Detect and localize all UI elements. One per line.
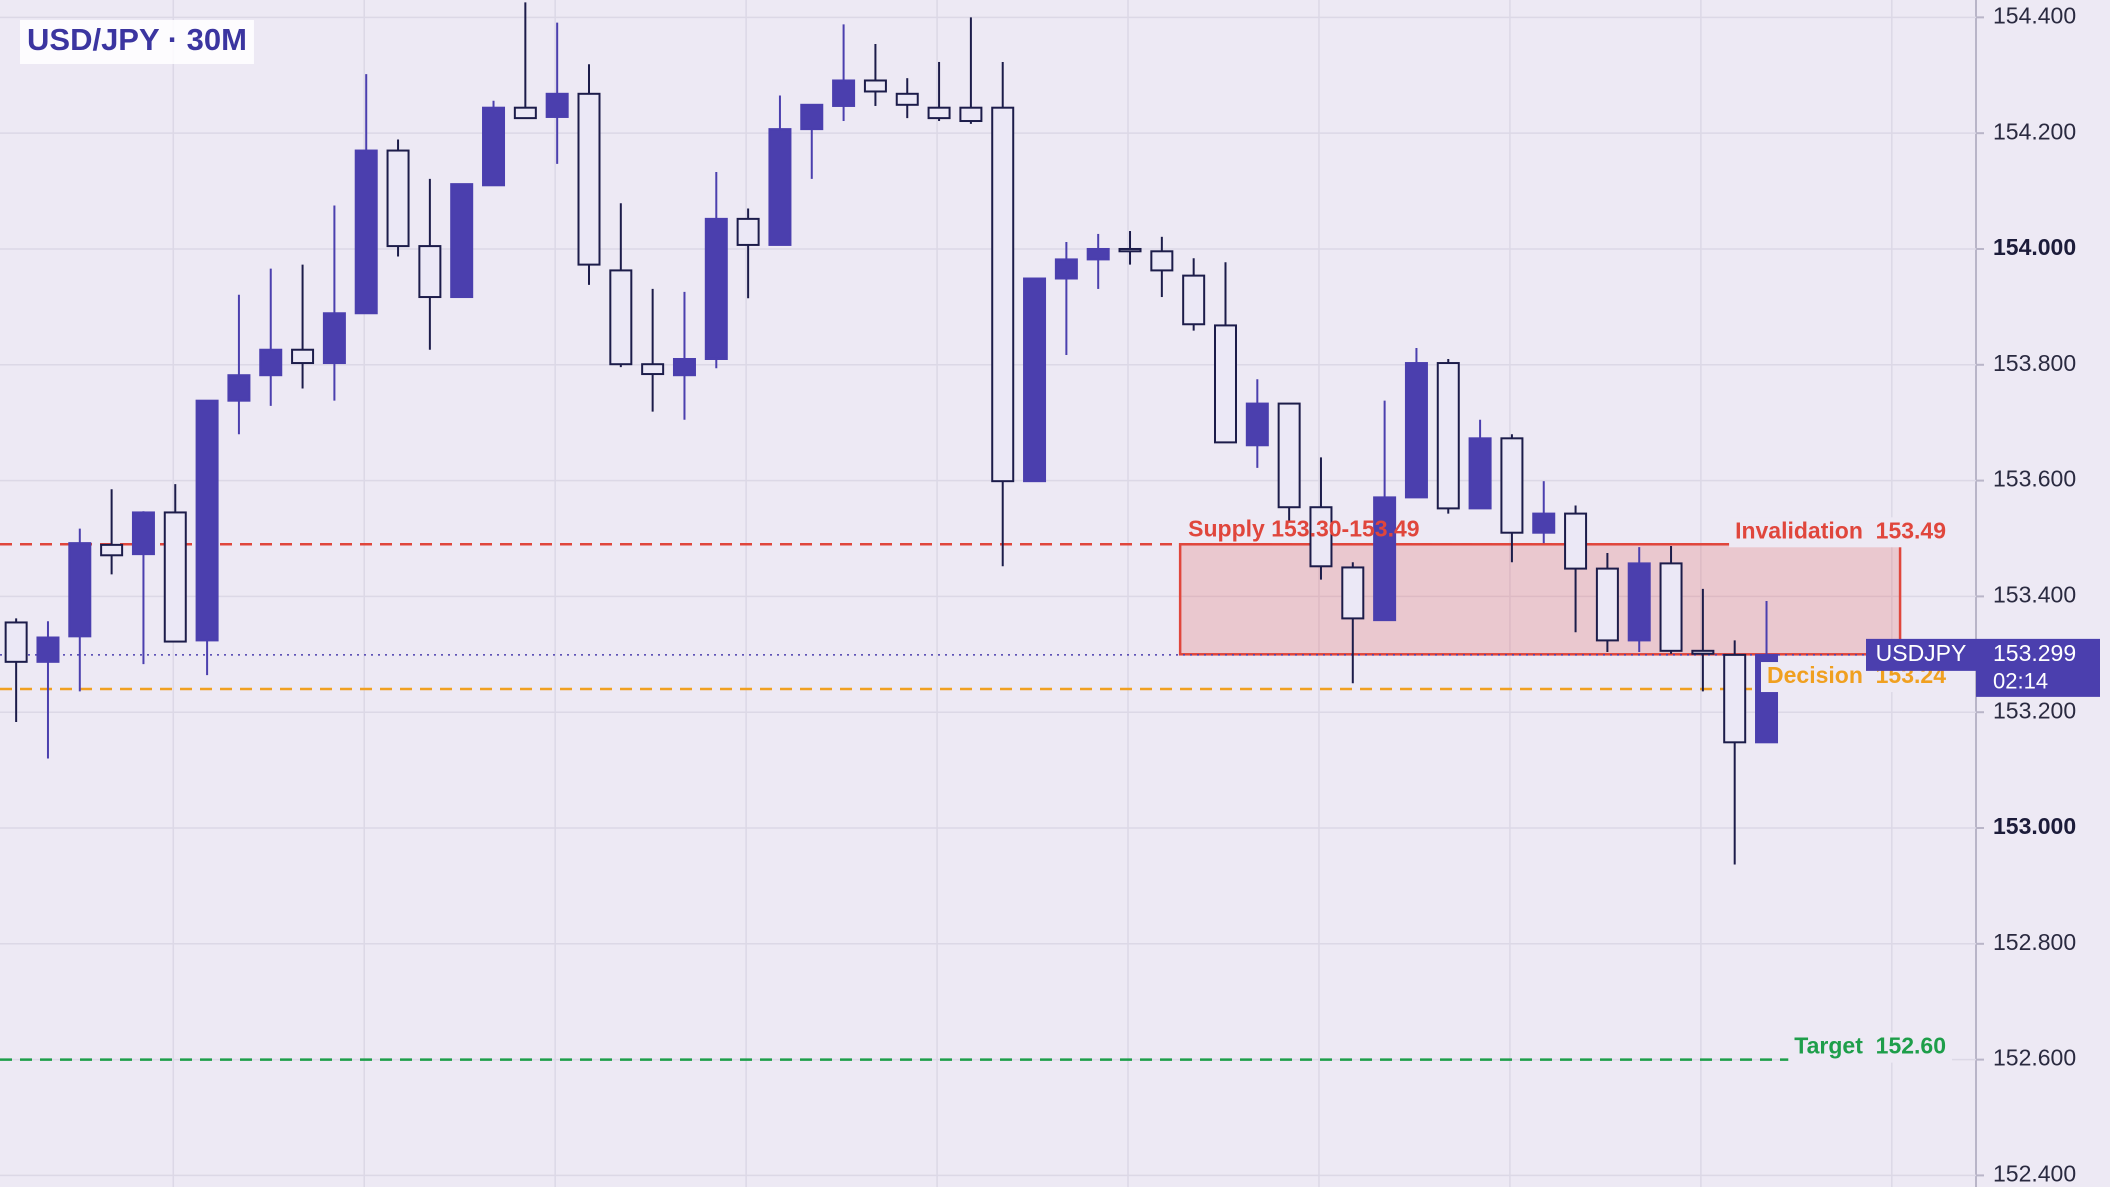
candle-body-down xyxy=(291,348,315,365)
candle-body-up xyxy=(1086,247,1110,261)
candle-body-up xyxy=(482,106,506,187)
y-tick-label: 153.200 xyxy=(1993,697,2076,723)
countdown-label: 02:14 xyxy=(1993,669,2048,694)
level-label-bg xyxy=(1788,1032,1952,1063)
y-tick-label: 153.600 xyxy=(1993,466,2076,492)
supply-zone xyxy=(1178,543,1902,656)
candle-body-down xyxy=(895,92,919,106)
candle-body-up xyxy=(545,92,569,118)
symbol-label: USDJPY xyxy=(1876,640,1967,666)
y-tick-label: 154.200 xyxy=(1993,118,2076,144)
candle-body-up xyxy=(195,399,219,642)
title-bg xyxy=(20,20,254,64)
candle-body-down xyxy=(4,621,28,663)
candle-body-down xyxy=(1691,649,1715,655)
y-tick-label: 153.800 xyxy=(1993,350,2076,376)
candle-body-up xyxy=(1054,258,1078,280)
level-label: Target 152.60 xyxy=(1794,1033,1946,1059)
candle-body-up xyxy=(1532,512,1556,534)
candle-body-up xyxy=(768,128,792,246)
candle-body-down xyxy=(1595,567,1619,642)
y-tick-label: 154.400 xyxy=(1993,2,2076,28)
candle-body-down xyxy=(1659,562,1683,652)
candle-body-up xyxy=(36,636,60,663)
candle-body-up xyxy=(1023,277,1047,483)
candle-body-down xyxy=(386,149,410,248)
candle-body-up xyxy=(832,79,856,107)
candle-body-down xyxy=(1182,274,1206,326)
candle-body-down xyxy=(577,92,601,266)
price-tag xyxy=(1976,638,2100,697)
candle-body-down xyxy=(513,106,537,120)
y-tick-label: 152.800 xyxy=(1993,929,2076,955)
level-label-bg xyxy=(1729,517,1952,548)
y-tick-label: 152.400 xyxy=(1993,1160,2076,1186)
candle-body-up xyxy=(800,103,824,131)
candle-body-down xyxy=(1341,566,1365,620)
candle-body-down xyxy=(927,106,951,120)
candle-body-up xyxy=(68,542,92,638)
candle-body-up xyxy=(1468,437,1492,510)
candle-body-down xyxy=(1723,653,1747,744)
candle-body-down xyxy=(1564,512,1588,570)
candle-body-down xyxy=(418,245,442,299)
candle-body-down xyxy=(163,511,187,643)
candle-body-up xyxy=(1373,496,1397,622)
candle-body-down xyxy=(991,106,1015,483)
y-tick-label: 154.000 xyxy=(1993,234,2076,260)
candle-body-up xyxy=(672,357,696,377)
candle-body-down xyxy=(641,363,665,376)
candle-body-down xyxy=(100,543,124,557)
candle-body-down xyxy=(1436,362,1460,510)
chart-title: USD/JPY · 30M xyxy=(27,22,247,57)
current-price-label: 153.299 xyxy=(1993,640,2076,666)
candle-body-down xyxy=(959,106,983,123)
candle-body-up xyxy=(704,217,728,360)
candle-body-up xyxy=(1404,362,1428,499)
candle-body-down xyxy=(1309,506,1333,568)
candle-body-down xyxy=(736,217,760,246)
candle-body-up xyxy=(450,183,474,299)
y-tick-label: 152.600 xyxy=(1993,1045,2076,1071)
candle-body-down xyxy=(1118,247,1142,253)
candle-body-down xyxy=(1213,324,1237,444)
y-tick-label: 153.400 xyxy=(1993,581,2076,607)
candle-body-up xyxy=(259,348,283,377)
candle-body-up xyxy=(1245,402,1269,447)
candle-body-down xyxy=(1277,402,1301,509)
candle-body-down xyxy=(863,79,887,93)
candle-body-up xyxy=(227,374,251,402)
y-tick-label: 153.000 xyxy=(1993,813,2076,839)
candle-body-up xyxy=(131,511,155,556)
level-label: Invalidation 153.49 xyxy=(1735,517,1946,543)
candle-body-up xyxy=(1627,562,1651,642)
candle-body-down xyxy=(1150,250,1174,272)
candle-body-down xyxy=(609,269,633,366)
candle-body-down xyxy=(1500,437,1524,534)
candle-body-up xyxy=(354,149,378,315)
symbol-tag xyxy=(1866,638,1976,671)
candle-body-up xyxy=(322,312,346,365)
zone-label: Supply 153.30-153.49 xyxy=(1188,515,1419,541)
